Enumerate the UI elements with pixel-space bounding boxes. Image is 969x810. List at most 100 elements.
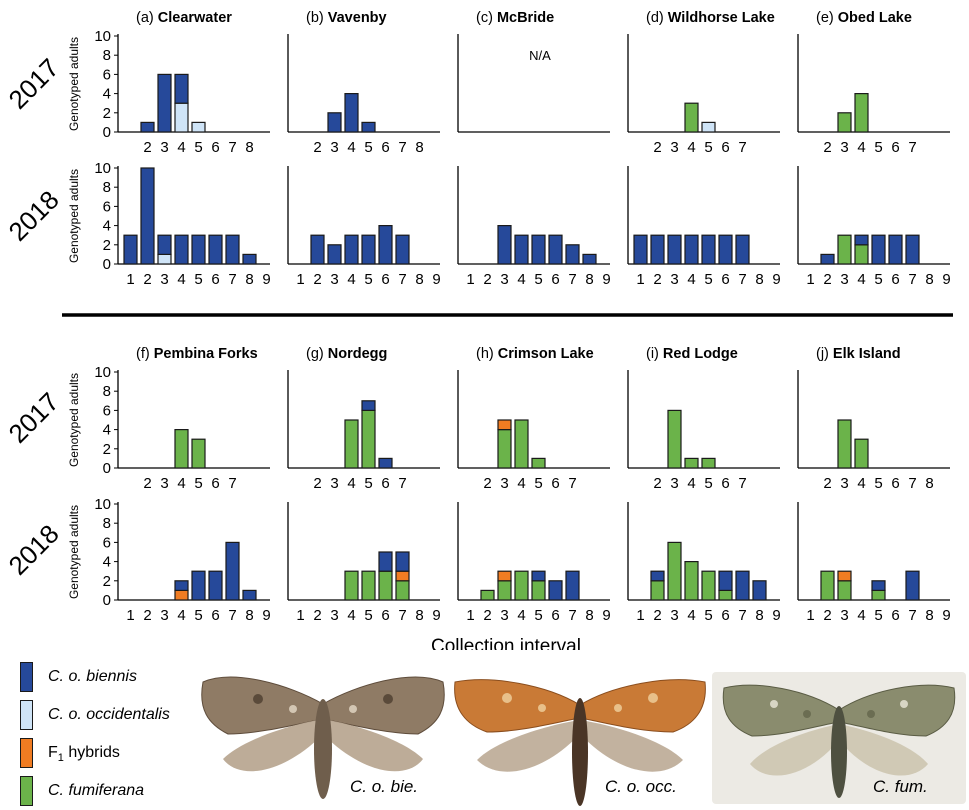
x-tick-label-clearwater-2018-6: 6 bbox=[211, 271, 219, 288]
panel-title-mcbride: (c) McBride bbox=[476, 10, 554, 26]
x-tick-label-vavenby-2018-8: 8 bbox=[415, 271, 423, 288]
legend-label-occidentalis: C. o. occidentalis bbox=[48, 706, 170, 723]
bar-elk-island-2018-interval-3-c-fumiferana bbox=[837, 580, 852, 601]
y-tick-label-clearwater-2017-10: 10 bbox=[94, 28, 111, 45]
y-tick-label-clearwater-2017-6: 6 bbox=[103, 66, 111, 83]
bar-vavenby-2017-interval-4-c-o-biennis bbox=[344, 92, 359, 133]
bar-clearwater-2018-interval-6-c-o-biennis bbox=[208, 234, 223, 265]
bar-elk-island-2017-interval-4-c-fumiferana bbox=[854, 438, 869, 469]
legend-item-biennis: C. o. biennis bbox=[20, 662, 210, 696]
y-tick-label-clearwater-2018-10: 10 bbox=[94, 160, 111, 177]
x-tick-label-wildhorse-lake-2018-3: 3 bbox=[670, 271, 678, 288]
bar-elk-island-2018-interval-3-f1-hybrids bbox=[837, 570, 852, 582]
y-axis-title-clearwater-2018: Genotyped adults bbox=[67, 169, 81, 263]
panel-letter-crimson-lake: (h) bbox=[476, 346, 498, 362]
x-tick-label-crimson-lake-2018-4: 4 bbox=[517, 607, 525, 624]
bar-clearwater-2017-interval-4-c-o-biennis bbox=[174, 73, 189, 104]
x-tick-label-clearwater-2018-8: 8 bbox=[245, 271, 253, 288]
x-tick-label-obed-lake-2017-4: 4 bbox=[857, 139, 865, 156]
bar-vavenby-2018-interval-3-c-o-biennis bbox=[327, 244, 342, 265]
bar-obed-lake-2018-interval-6-c-o-biennis bbox=[888, 234, 903, 265]
x-tick-label-pembina-forks-2018-7: 7 bbox=[228, 607, 236, 624]
x-tick-label-obed-lake-2017-2: 2 bbox=[823, 139, 831, 156]
bar-pembina-forks-2017-interval-5-c-fumiferana bbox=[191, 438, 206, 469]
x-tick-label-clearwater-2017-4: 4 bbox=[177, 139, 185, 156]
moth-fumiferana-caption: C. fum. bbox=[873, 777, 928, 796]
x-tick-label-elk-island-2018-1: 1 bbox=[806, 607, 814, 624]
x-tick-label-red-lodge-2017-6: 6 bbox=[721, 475, 729, 492]
y-axis-title-pembina-forks-2017: Genotyped adults bbox=[67, 373, 81, 467]
x-tick-label-wildhorse-lake-2017-5: 5 bbox=[704, 139, 712, 156]
y-tick-label-clearwater-2017-8: 8 bbox=[103, 47, 111, 64]
x-tick-label-elk-island-2018-7: 7 bbox=[908, 607, 916, 624]
x-tick-label-red-lodge-2018-8: 8 bbox=[755, 607, 763, 624]
x-tick-label-red-lodge-2018-6: 6 bbox=[721, 607, 729, 624]
y-tick-label-clearwater-2018-4: 4 bbox=[103, 218, 111, 235]
x-tick-label-vavenby-2018-5: 5 bbox=[364, 271, 372, 288]
x-tick-label-red-lodge-2017-2: 2 bbox=[653, 475, 661, 492]
panel-site-mcbride: McBride bbox=[497, 10, 554, 26]
x-tick-label-red-lodge-2018-4: 4 bbox=[687, 607, 695, 624]
x-tick-label-red-lodge-2018-1: 1 bbox=[636, 607, 644, 624]
y-tick-label-clearwater-2017-2: 2 bbox=[103, 105, 111, 122]
bar-clearwater-2018-interval-8-c-o-biennis bbox=[242, 253, 257, 265]
x-tick-label-red-lodge-2018-5: 5 bbox=[704, 607, 712, 624]
x-tick-label-vavenby-2017-7: 7 bbox=[398, 139, 406, 156]
legend-swatch-fumiferana bbox=[20, 776, 33, 806]
bar-clearwater-2018-interval-3-c-o-biennis bbox=[157, 234, 172, 255]
bar-red-lodge-2018-interval-6-c-o-biennis bbox=[718, 570, 733, 592]
x-tick-label-wildhorse-lake-2017-2: 2 bbox=[653, 139, 661, 156]
bar-nordegg-2017-interval-5-c-o-biennis bbox=[361, 400, 376, 411]
panel-site-nordegg: Nordegg bbox=[328, 346, 388, 362]
x-tick-label-elk-island-2018-3: 3 bbox=[840, 607, 848, 624]
x-tick-label-obed-lake-2018-3: 3 bbox=[840, 271, 848, 288]
x-tick-label-crimson-lake-2018-1: 1 bbox=[466, 607, 474, 624]
x-tick-label-pembina-forks-2017-3: 3 bbox=[160, 475, 168, 492]
bar-crimson-lake-2018-interval-3-f1-hybrids bbox=[497, 570, 512, 582]
x-tick-label-clearwater-2017-2: 2 bbox=[143, 139, 151, 156]
bar-crimson-lake-2017-interval-5-c-fumiferana bbox=[531, 457, 546, 469]
panel-letter-clearwater: (a) bbox=[136, 10, 158, 26]
x-tick-label-elk-island-2017-7: 7 bbox=[908, 475, 916, 492]
x-tick-label-mcbride-2018-9: 9 bbox=[602, 271, 610, 288]
x-tick-label-crimson-lake-2017-5: 5 bbox=[534, 475, 542, 492]
x-tick-label-crimson-lake-2017-7: 7 bbox=[568, 475, 576, 492]
x-tick-label-nordegg-2018-2: 2 bbox=[313, 607, 321, 624]
bar-nordegg-2018-interval-5-c-fumiferana bbox=[361, 570, 376, 601]
x-axis-label: Collection interval bbox=[431, 636, 581, 650]
x-tick-label-elk-island-2018-5: 5 bbox=[874, 607, 882, 624]
bar-wildhorse-lake-2018-interval-7-c-o-biennis bbox=[735, 234, 750, 265]
bar-clearwater-2018-interval-7-c-o-biennis bbox=[225, 234, 240, 265]
bar-wildhorse-lake-2018-interval-4-c-o-biennis bbox=[684, 234, 699, 265]
bar-crimson-lake-2018-interval-7-c-o-biennis bbox=[565, 570, 580, 601]
x-tick-label-vavenby-2017-6: 6 bbox=[381, 139, 389, 156]
bar-clearwater-2018-interval-3-c-o-occidentalis bbox=[157, 253, 172, 265]
bar-vavenby-2018-interval-2-c-o-biennis bbox=[310, 234, 325, 265]
x-tick-label-wildhorse-lake-2017-3: 3 bbox=[670, 139, 678, 156]
panel-letter-elk-island: (j) bbox=[816, 346, 833, 362]
x-tick-label-elk-island-2018-2: 2 bbox=[823, 607, 831, 624]
bar-wildhorse-lake-2018-interval-6-c-o-biennis bbox=[718, 234, 733, 265]
bar-red-lodge-2018-interval-2-c-fumiferana bbox=[650, 580, 665, 601]
y-tick-label-pembina-forks-2017-2: 2 bbox=[103, 441, 111, 458]
bar-clearwater-2018-interval-1-c-o-biennis bbox=[123, 234, 138, 265]
x-tick-label-nordegg-2018-4: 4 bbox=[347, 607, 355, 624]
x-tick-label-wildhorse-lake-2018-5: 5 bbox=[704, 271, 712, 288]
bar-elk-island-2018-interval-2-c-fumiferana bbox=[820, 570, 835, 601]
x-tick-label-clearwater-2017-6: 6 bbox=[211, 139, 219, 156]
x-tick-label-wildhorse-lake-2018-6: 6 bbox=[721, 271, 729, 288]
legend-item-hybrid: F1 hybrids bbox=[20, 738, 210, 772]
y-tick-label-pembina-forks-2018-6: 6 bbox=[103, 534, 111, 551]
x-tick-label-mcbride-2018-6: 6 bbox=[551, 271, 559, 288]
x-tick-label-obed-lake-2018-1: 1 bbox=[806, 271, 814, 288]
panel-letter-wildhorse-lake: (d) bbox=[646, 10, 668, 26]
y-tick-label-pembina-forks-2017-8: 8 bbox=[103, 383, 111, 400]
bar-nordegg-2017-interval-4-c-fumiferana bbox=[344, 419, 359, 469]
x-tick-label-nordegg-2018-3: 3 bbox=[330, 607, 338, 624]
x-tick-label-obed-lake-2018-6: 6 bbox=[891, 271, 899, 288]
bar-red-lodge-2018-interval-6-c-fumiferana bbox=[718, 589, 733, 601]
bar-clearwater-2018-interval-5-c-o-biennis bbox=[191, 234, 206, 265]
panel-title-pembina-forks: (f) Pembina Forks bbox=[136, 346, 258, 362]
x-tick-label-vavenby-2017-4: 4 bbox=[347, 139, 355, 156]
panel-title-nordegg: (g) Nordegg bbox=[306, 346, 387, 362]
